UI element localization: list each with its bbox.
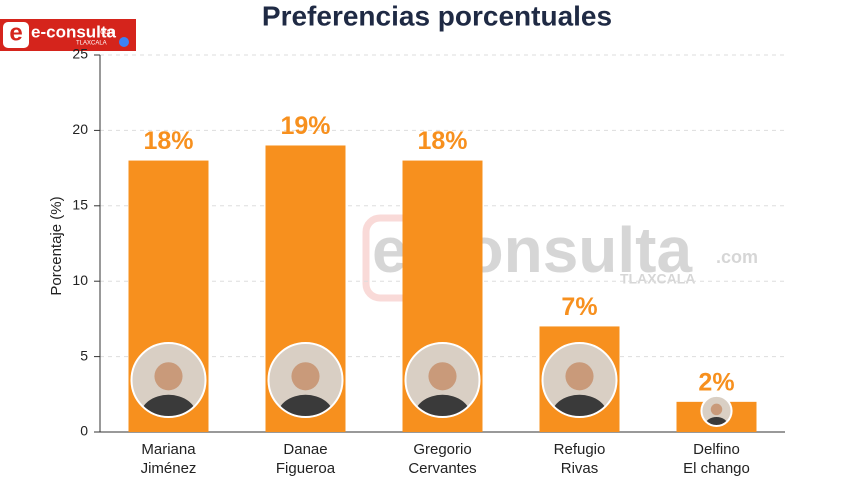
photo-ring: [700, 394, 733, 428]
watermark-suffix: .com: [716, 247, 758, 267]
x-tick-label: El chango: [683, 460, 750, 477]
value-label: 19%: [280, 112, 330, 140]
x-tick-label: Rivas: [561, 460, 599, 477]
photo-face: [291, 362, 320, 391]
y-tick-label: 20: [72, 121, 88, 137]
logo-initial: e: [9, 19, 22, 46]
photo-ring: [541, 342, 618, 418]
candidate-photo: [405, 343, 480, 417]
photo-face: [710, 403, 723, 416]
verified-icon: [119, 37, 129, 47]
photo-body: [414, 394, 471, 417]
photo-face: [428, 362, 457, 391]
photo-body: [277, 394, 334, 417]
x-tick-label: Delfino: [693, 441, 740, 458]
x-tick-label: Jiménez: [141, 460, 197, 477]
x-tick-label: Figueroa: [276, 460, 336, 477]
photo-body: [140, 394, 197, 417]
y-tick-label: 10: [72, 272, 88, 288]
y-tick-label: 0: [80, 423, 88, 439]
value-label: 18%: [143, 127, 193, 155]
logo-text: e-consulta: [31, 22, 117, 41]
x-tick-label: Gregorio: [413, 441, 471, 458]
y-tick-label: 5: [80, 347, 88, 363]
value-label: 7%: [561, 293, 597, 321]
x-tick-label: Danae: [283, 441, 327, 458]
photo-ring: [267, 342, 344, 418]
x-tick-label: Mariana: [141, 441, 196, 458]
logo: e e-consulta .com TLAXCALA: [0, 19, 136, 51]
logo-region: TLAXCALA: [76, 41, 107, 47]
logo-suffix: .com: [98, 27, 116, 36]
candidate-photo: [131, 343, 206, 417]
x-tick-label: Refugio: [554, 441, 606, 458]
photo-face: [565, 362, 594, 391]
photo-face: [154, 362, 183, 391]
photo-body: [551, 394, 608, 417]
y-tick-label: 15: [72, 197, 88, 213]
candidate-photo: [268, 343, 343, 417]
value-label: 18%: [417, 127, 467, 155]
y-tick-label: 25: [72, 46, 88, 62]
watermark-region: TLAXCALA: [620, 271, 695, 287]
candidate-photo: [542, 343, 617, 417]
x-tick-label: Cervantes: [408, 460, 476, 477]
value-label: 2%: [698, 368, 734, 396]
photo-ring: [404, 342, 481, 418]
logo-badge: [3, 22, 29, 48]
y-axis-label: Porcentaje (%): [48, 196, 65, 295]
photo-ring: [130, 342, 207, 418]
chart-title: Preferencias porcentuales: [262, 0, 612, 31]
